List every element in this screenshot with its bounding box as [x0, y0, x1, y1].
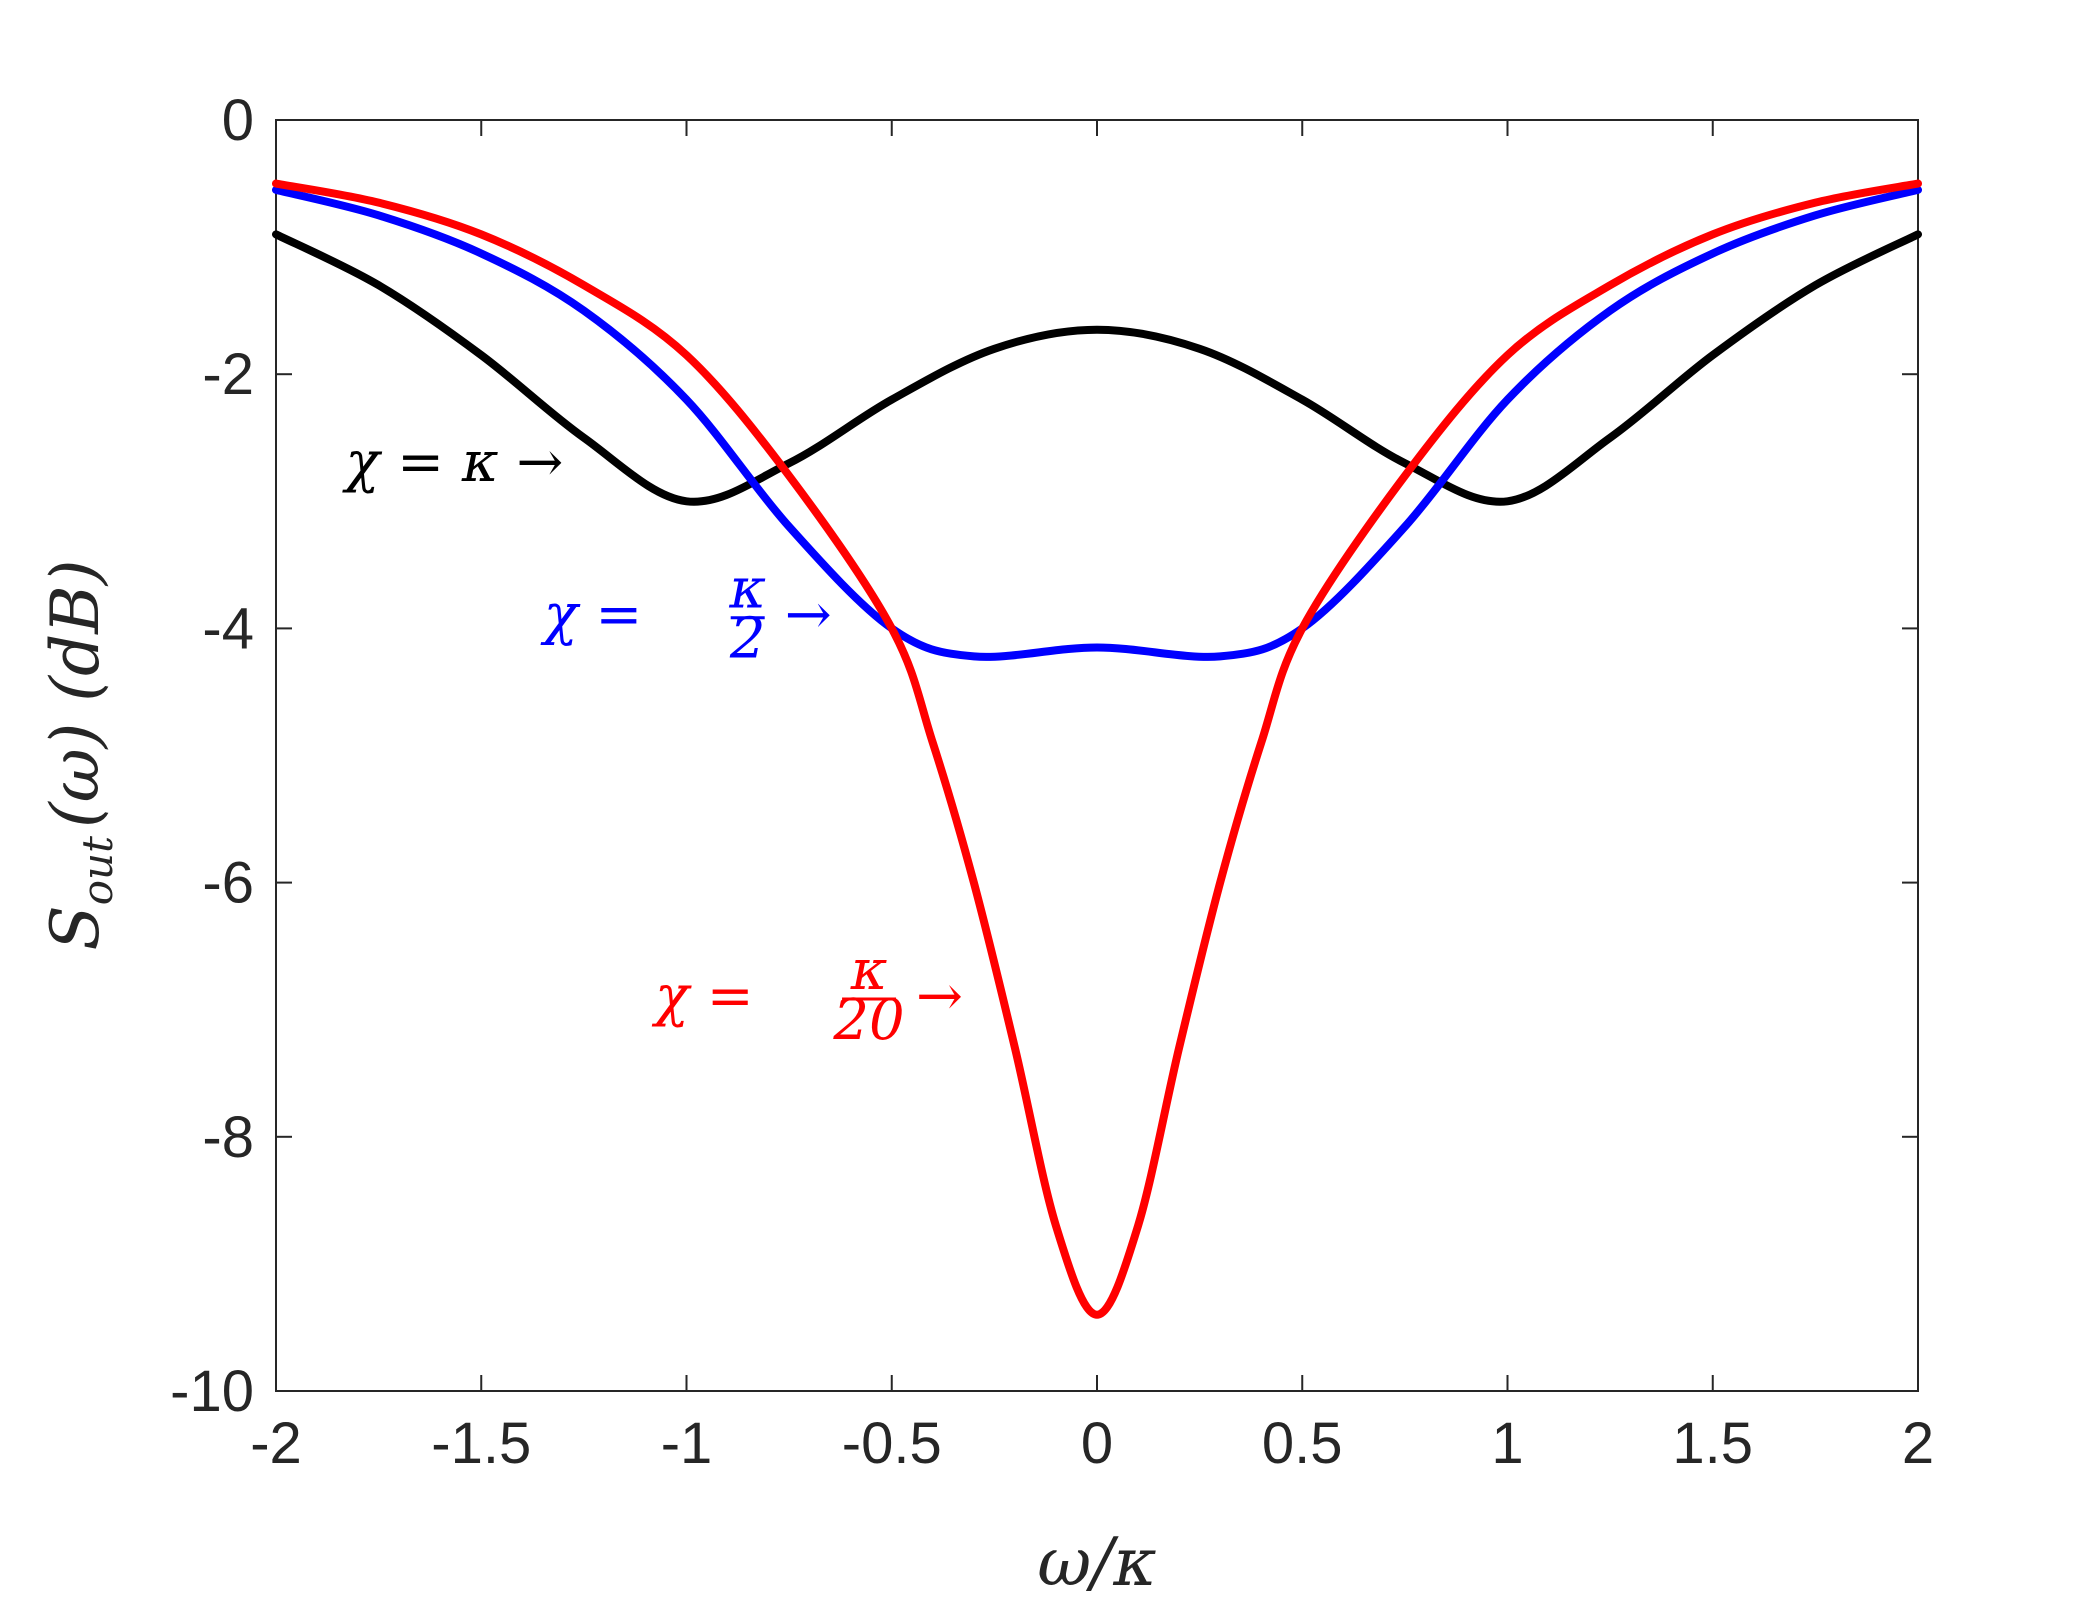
- series-0-point: [1302, 399, 1303, 400]
- y-tick-label: -10: [170, 1359, 254, 1424]
- y-tick-label: -8: [202, 1105, 254, 1170]
- axis-ticks: [275, 119, 1919, 1392]
- series-2-point: [789, 475, 790, 476]
- annotation-arrow: →: [785, 583, 832, 648]
- series-line-0: [272, 230, 1922, 506]
- series-1-point: [1097, 647, 1098, 648]
- series-line-2: [272, 179, 1922, 1319]
- y-tick-labels: 0 -2 -4 -6 -8 -10: [170, 88, 254, 1424]
- series-2-point: [1610, 285, 1611, 286]
- series-1-point: [378, 215, 379, 216]
- series-2-point: [1815, 202, 1816, 203]
- annotation-frac-denominator: 2: [729, 607, 766, 672]
- x-tick-labels: -2 -1.5 -1 -0.5 0 0.5 1 1.5 2: [250, 1411, 1934, 1476]
- series-1-point: [686, 399, 687, 400]
- series-2-point: [973, 882, 974, 883]
- series-1-point: [1507, 399, 1508, 400]
- series-2-point: [932, 742, 933, 743]
- series-2-point: [378, 202, 379, 203]
- y-tick-label: -6: [202, 851, 254, 916]
- series-annotation: χ = κ →: [341, 430, 563, 495]
- x-tick-label: 0.5: [1262, 1411, 1343, 1476]
- series-1-point: [1404, 526, 1405, 527]
- series-1-point: [1918, 189, 1919, 190]
- series-2-point: [1179, 1047, 1180, 1048]
- series-1-point: [789, 526, 790, 527]
- series-2-point: [686, 355, 687, 356]
- series-0-point: [1918, 234, 1919, 235]
- series-2-point: [1138, 1225, 1139, 1226]
- x-tick-label: 1.5: [1672, 1411, 1753, 1476]
- annotation-arrow: →: [916, 964, 963, 1029]
- series-1-point: [481, 253, 482, 254]
- y-axis-label-rest: (ω) (dB): [37, 560, 114, 829]
- series-2-point: [276, 183, 277, 184]
- series-2-point: [1507, 355, 1508, 356]
- series-1-point: [276, 189, 277, 190]
- series-annotation: χ = κ20 →: [651, 938, 963, 1053]
- annotation-prefix: χ =: [651, 964, 754, 1029]
- svg-text:Sout(ω) (dB): Sout (ω) (dB): [37, 560, 122, 951]
- y-axis-label-main: S: [37, 905, 114, 950]
- y-tick-label: -4: [202, 596, 254, 661]
- annotation-frac-numerator: κ: [850, 938, 888, 1003]
- series-0-point: [1404, 463, 1405, 464]
- series-0-point: [1712, 355, 1713, 356]
- series-0-point: [994, 348, 995, 349]
- annotation-frac-numerator: κ: [728, 557, 766, 622]
- annotation-prefix: χ =: [540, 583, 643, 648]
- x-tick-label: 2: [1902, 1411, 1934, 1476]
- series-1-point: [1610, 310, 1611, 311]
- y-axis-label: Sout (ω) (dB): [37, 560, 122, 951]
- series-0-point: [789, 463, 790, 464]
- series-0-point: [1507, 501, 1508, 502]
- series-2-point: [1220, 882, 1221, 883]
- series-0-point: [583, 437, 584, 438]
- series-1-point: [973, 656, 974, 657]
- series-2-point: [1014, 1047, 1015, 1048]
- y-axis-label-sub: out: [73, 836, 122, 905]
- series-0-point: [891, 399, 892, 400]
- x-tick-label: -1: [661, 1411, 713, 1476]
- series-0-point: [481, 355, 482, 356]
- series-0-point: [276, 234, 277, 235]
- series-1-point: [1220, 656, 1221, 657]
- x-tick-label: -2: [250, 1411, 302, 1476]
- series-0-point: [1815, 285, 1816, 286]
- annotation-frac-denominator: 20: [832, 988, 904, 1053]
- x-tick-label: 0: [1081, 1411, 1113, 1476]
- y-tick-label: 0: [222, 88, 254, 153]
- series-2-point: [891, 628, 892, 629]
- series-2-point: [1712, 234, 1713, 235]
- x-tick-label: -0.5: [842, 1411, 942, 1476]
- series-1-point: [1815, 215, 1816, 216]
- x-tick-label: 1: [1491, 1411, 1523, 1476]
- series-0-point: [1199, 348, 1200, 349]
- series-0-point: [1610, 437, 1611, 438]
- x-axis-label: ω/κ: [1037, 1524, 1156, 1600]
- series-2-point: [1261, 742, 1262, 743]
- series-2-point: [481, 234, 482, 235]
- plot-area: [275, 119, 1919, 1392]
- series-line-1: [272, 185, 1922, 661]
- series-2-point: [1097, 1314, 1098, 1315]
- series-2-point: [583, 285, 584, 286]
- series-1-point: [1712, 253, 1713, 254]
- series-2-point: [1302, 628, 1303, 629]
- series-0-point: [1097, 329, 1098, 330]
- series-0-point: [686, 501, 687, 502]
- x-tick-label: -1.5: [431, 1411, 531, 1476]
- series-1-point: [583, 310, 584, 311]
- series-2-point: [1055, 1225, 1056, 1226]
- series-2-point: [1404, 475, 1405, 476]
- series-annotation: χ = κ2 →: [540, 557, 832, 672]
- y-tick-label: -2: [202, 342, 254, 407]
- series-layer: [272, 179, 1922, 1319]
- series-2-point: [1918, 183, 1919, 184]
- annotation-layer: χ = κ →χ = κ2 →χ = κ20 →: [341, 430, 963, 1053]
- series-0-point: [378, 285, 379, 286]
